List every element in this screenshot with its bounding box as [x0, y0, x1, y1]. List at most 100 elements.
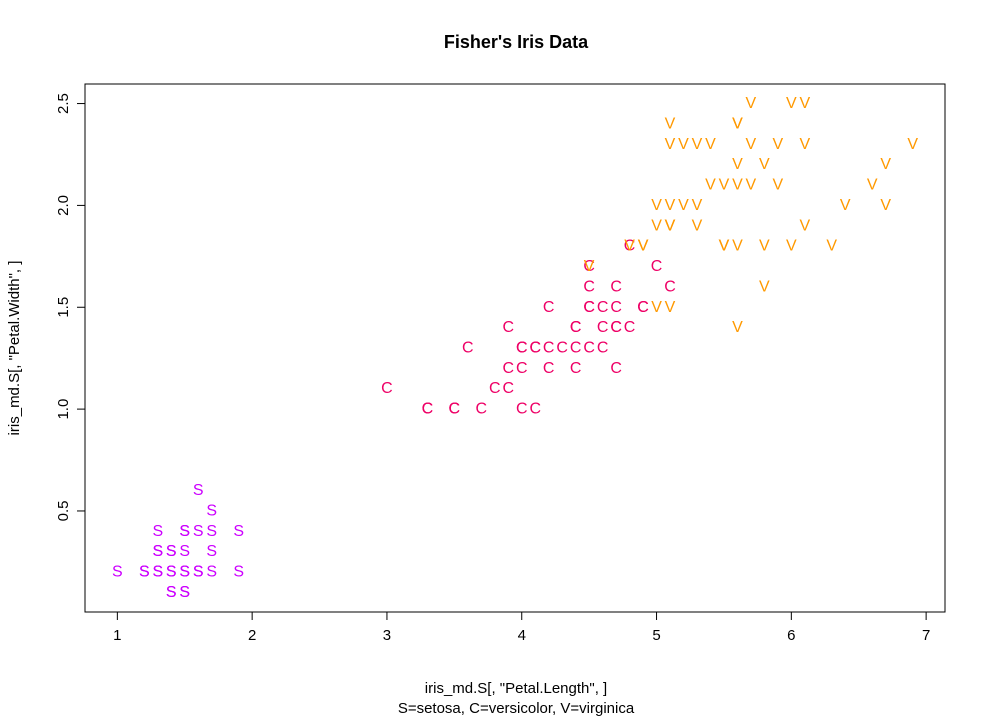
point-setosa: S [152, 543, 163, 560]
point-versicolor: C [583, 258, 595, 275]
point-setosa: S [206, 564, 217, 581]
point-virginica: V [907, 136, 918, 153]
point-virginica: V [719, 238, 730, 255]
point-versicolor: C [637, 299, 649, 316]
point-setosa: S [139, 564, 150, 581]
point-virginica: V [584, 258, 595, 275]
point-virginica: V [773, 177, 784, 194]
point-setosa: S [206, 502, 217, 519]
y-axis: 0.5 1.0 1.5 2.0 2.5 [55, 93, 85, 521]
chart-title: Fisher's Iris Data [444, 32, 589, 52]
y-axis-label: iris_md.S[, "Petal.Width", ] [6, 261, 23, 436]
point-versicolor: C [529, 340, 541, 357]
point-versicolor: C [610, 319, 622, 336]
point-setosa: S [166, 543, 177, 560]
point-setosa: S [152, 543, 163, 560]
point-versicolor: C [381, 380, 393, 397]
y-tick-label: 2.5 [55, 93, 72, 114]
point-virginica: V [773, 136, 784, 153]
point-versicolor: C [610, 319, 622, 336]
point-versicolor: C [597, 319, 609, 336]
point-virginica: V [732, 319, 743, 336]
point-versicolor: C [529, 401, 541, 418]
point-versicolor: C [570, 340, 582, 357]
x-tick-label: 3 [383, 627, 391, 644]
point-setosa: S [179, 523, 190, 540]
point-virginica: V [624, 238, 635, 255]
point-versicolor: C [502, 380, 514, 397]
point-versicolor: C [422, 401, 434, 418]
point-virginica: V [678, 136, 689, 153]
point-setosa: S [152, 523, 163, 540]
point-versicolor: C [610, 278, 622, 295]
x-tick-label: 2 [248, 627, 256, 644]
chart-subtitle: S=setosa, C=versicolor, V=virginica [398, 700, 635, 717]
point-virginica: V [665, 197, 676, 214]
x-tick-label: 5 [652, 627, 660, 644]
point-setosa: S [139, 564, 150, 581]
point-versicolor: C [502, 360, 514, 377]
point-virginica: V [880, 197, 891, 214]
point-versicolor: C [583, 299, 595, 316]
point-setosa: S [179, 584, 190, 601]
point-virginica: V [746, 95, 757, 112]
point-virginica: V [719, 238, 730, 255]
point-virginica: V [799, 217, 810, 234]
point-virginica: V [732, 115, 743, 132]
point-versicolor: C [583, 299, 595, 316]
point-virginica: V [799, 136, 810, 153]
point-setosa: S [166, 543, 177, 560]
point-setosa: S [179, 564, 190, 581]
point-versicolor: C [516, 340, 528, 357]
x-tick-label: 1 [113, 627, 121, 644]
point-versicolor: C [570, 319, 582, 336]
point-setosa: S [166, 584, 177, 601]
x-tick-label: 4 [518, 627, 526, 644]
point-virginica: V [638, 238, 649, 255]
point-setosa: S [166, 564, 177, 581]
point-versicolor: C [422, 401, 434, 418]
y-tick-label: 1.0 [55, 399, 72, 420]
point-versicolor: C [637, 299, 649, 316]
y-tick-label: 1.5 [55, 297, 72, 318]
point-versicolor: C [529, 340, 541, 357]
point-versicolor: C [624, 238, 636, 255]
point-virginica: V [732, 115, 743, 132]
point-setosa: S [233, 523, 244, 540]
point-virginica: V [665, 217, 676, 234]
point-virginica: V [678, 197, 689, 214]
x-axis: 1 2 3 4 5 6 7 [113, 612, 930, 644]
point-versicolor: C [556, 340, 568, 357]
point-virginica: V [692, 217, 703, 234]
point-virginica: V [719, 177, 730, 194]
point-setosa: S [152, 564, 163, 581]
point-versicolor: C [462, 340, 474, 357]
point-versicolor: C [543, 299, 555, 316]
point-versicolor: C [624, 319, 636, 336]
point-versicolor: C [449, 401, 461, 418]
point-setosa: S [179, 584, 190, 601]
point-virginica: V [705, 177, 716, 194]
point-versicolor: C [597, 340, 609, 357]
point-virginica: V [651, 217, 662, 234]
point-virginica: V [692, 197, 703, 214]
point-versicolor: C [597, 299, 609, 316]
point-virginica: V [826, 238, 837, 255]
point-versicolor: C [610, 299, 622, 316]
point-versicolor: C [502, 319, 514, 336]
point-virginica: V [665, 115, 676, 132]
point-versicolor: C [516, 340, 528, 357]
point-versicolor: C [651, 258, 663, 275]
point-virginica: V [705, 136, 716, 153]
point-setosa: S [193, 482, 204, 499]
point-setosa: S [152, 564, 163, 581]
point-setosa: S [112, 564, 123, 581]
point-versicolor: C [583, 278, 595, 295]
point-virginica: V [746, 177, 757, 194]
point-versicolor: C [516, 360, 528, 377]
point-virginica: V [759, 278, 770, 295]
point-setosa: S [179, 523, 190, 540]
point-virginica: V [732, 156, 743, 173]
point-versicolor: C [449, 401, 461, 418]
